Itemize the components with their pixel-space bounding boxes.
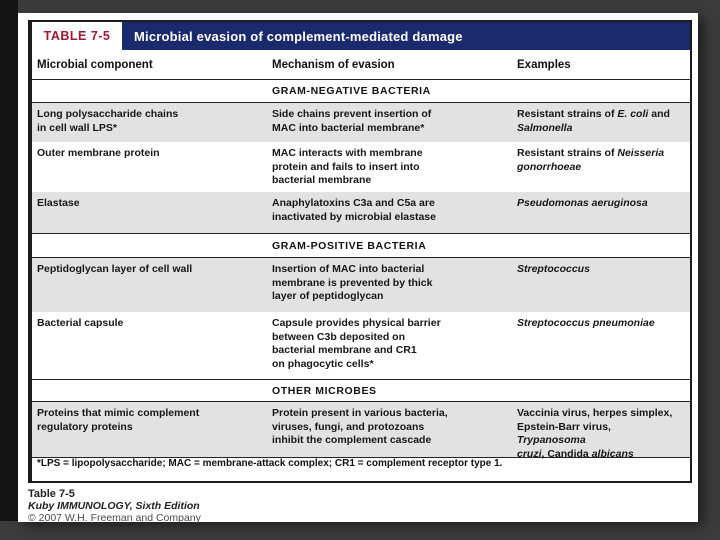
scanned-table-panel: TABLE 7-5 Microbial evasion of complemen… bbox=[18, 13, 698, 524]
table-cell: Protein present in various bacteria, vir… bbox=[272, 407, 448, 446]
column-header-examples: Examples bbox=[517, 58, 571, 71]
section-heading: GRAM-NEGATIVE BACTERIA bbox=[32, 79, 690, 103]
table-cell: Elastase bbox=[37, 197, 80, 209]
table-cell: Peptidoglycan layer of cell wall bbox=[37, 263, 193, 275]
table-cell: Outer membrane protein bbox=[37, 147, 160, 159]
column-header-row: Microbial component Mechanism of evasion… bbox=[32, 50, 690, 79]
caption-book-title: Kuby IMMUNOLOGY, Sixth Edition bbox=[28, 500, 200, 512]
column-header-component: Microbial component bbox=[37, 58, 153, 71]
table-body: GRAM-NEGATIVE BACTERIA Long polysaccharid… bbox=[32, 79, 690, 460]
column-header-mechanism: Mechanism of evasion bbox=[272, 58, 395, 71]
table-cell: Side chains prevent insertion of MAC int… bbox=[272, 108, 432, 134]
figure-caption: Table 7-5 Kuby IMMUNOLOGY, Sixth Edition… bbox=[28, 488, 201, 524]
table-cell: Anaphylatoxins C3a and C5a are inactivat… bbox=[272, 197, 436, 223]
table-cell: Capsule provides physical barrier betwee… bbox=[272, 317, 441, 370]
table-row: Bacterial capsule Capsule provides physic… bbox=[32, 312, 690, 379]
table-row: Long polysaccharide chains in cell wall … bbox=[32, 103, 690, 142]
caption-copyright: © 2007 W.H. Freeman and Company bbox=[28, 512, 201, 524]
table-cell: Vaccinia virus, herpes simplex, Epstein-… bbox=[517, 407, 673, 460]
table-cell: Long polysaccharide chains in cell wall … bbox=[37, 108, 179, 134]
table-cell: Proteins that mimic complement regulator… bbox=[37, 407, 200, 433]
table-cell: Streptococcus pneumoniae bbox=[517, 317, 655, 329]
table-cell: Resistant strains of Neisseria gonorrhoe… bbox=[517, 147, 665, 173]
section-heading: OTHER MICROBES bbox=[32, 379, 690, 402]
table-row: Peptidoglycan layer of cell wall Insertio… bbox=[32, 258, 690, 312]
section-heading: GRAM-POSITIVE BACTERIA bbox=[32, 233, 690, 258]
table-row: Outer membrane protein MAC interacts with… bbox=[32, 142, 690, 192]
table-title: Microbial evasion of complement-mediated… bbox=[134, 28, 463, 44]
table-cell: Bacterial capsule bbox=[37, 317, 124, 329]
footnote-row: *LPS = lipopolysaccharide; MAC = membran… bbox=[32, 457, 690, 469]
table-cell: Streptococcus bbox=[517, 263, 590, 275]
table-cell: MAC interacts with membrane protein and … bbox=[272, 147, 423, 186]
caption-table-ref: Table 7-5 bbox=[28, 488, 75, 500]
table-title-banner: TABLE 7-5 Microbial evasion of complemen… bbox=[32, 22, 690, 50]
slide-left-strip bbox=[0, 0, 18, 521]
table-cell: Insertion of MAC into bacterial membrane… bbox=[272, 263, 433, 302]
table-frame: TABLE 7-5 Microbial evasion of complemen… bbox=[28, 20, 692, 483]
table-number-label: TABLE 7-5 bbox=[32, 22, 124, 50]
table-row: Elastase Anaphylatoxins C3a and C5a are i… bbox=[32, 192, 690, 233]
table-cell: Pseudomonas aeruginosa bbox=[517, 197, 648, 209]
table-cell: Resistant strains of E. coli and Salmone… bbox=[517, 108, 670, 134]
footnote-text: *LPS = lipopolysaccharide; MAC = membran… bbox=[37, 458, 503, 469]
table-row: Proteins that mimic complement regulator… bbox=[32, 402, 690, 460]
